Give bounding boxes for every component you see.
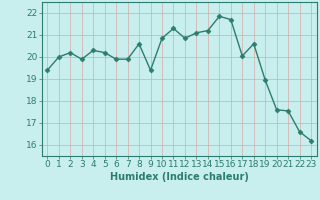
X-axis label: Humidex (Indice chaleur): Humidex (Indice chaleur) — [110, 172, 249, 182]
